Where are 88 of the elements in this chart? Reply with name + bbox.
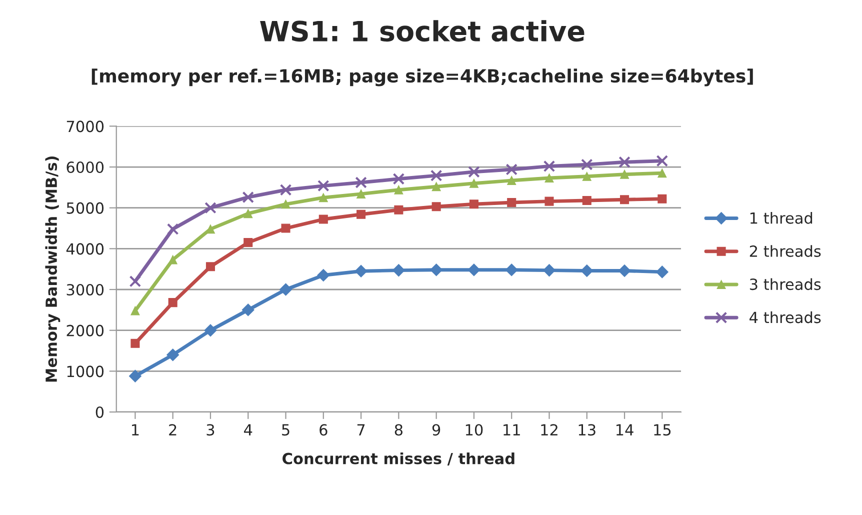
point (318, 193, 328, 202)
point (394, 185, 404, 194)
point (469, 178, 478, 188)
x-tick-label: 11 (504, 424, 520, 436)
point (430, 264, 443, 276)
x-tick-label: 9 (432, 424, 440, 436)
point (468, 166, 480, 178)
point (656, 266, 668, 278)
x-tick-label: 3 (206, 424, 214, 436)
x-axis-title: Concurrent misses / thread (282, 452, 514, 466)
point (280, 283, 292, 296)
chart-subtitle: [memory per ref.=16MB; page size=4KB;cacheline size=64bytes] (92, 68, 753, 86)
x-tick-label: 14 (616, 424, 634, 436)
point (544, 196, 554, 206)
point (166, 348, 180, 362)
point (543, 160, 556, 172)
point (168, 255, 178, 264)
x-tick-label: 13 (578, 424, 596, 436)
point (280, 184, 292, 196)
point (507, 198, 516, 208)
point (281, 200, 290, 209)
y-tick-label: 1000 (67, 366, 104, 378)
point (658, 194, 667, 204)
x-tick-label: 15 (654, 424, 671, 436)
point (356, 210, 366, 219)
x-tick-label: 2 (169, 424, 176, 436)
y-tick-label: 5000 (66, 202, 104, 214)
point (204, 202, 216, 214)
point (582, 172, 592, 181)
point (244, 238, 253, 248)
point (658, 168, 667, 178)
y-tick-label: 6000 (66, 161, 104, 174)
point (394, 205, 404, 214)
x-tick-label: 8 (394, 424, 402, 436)
y-tick-label: 4000 (66, 243, 104, 255)
x-tick-label: 12 (541, 424, 558, 436)
point (542, 264, 556, 277)
y-tick-label: 7000 (66, 120, 104, 132)
point (317, 268, 330, 282)
point (204, 324, 217, 337)
x-tick-label: 4 (244, 424, 252, 436)
point (244, 209, 253, 218)
x-tick-label: 7 (357, 424, 365, 436)
point (128, 370, 142, 382)
point (166, 223, 179, 235)
point (206, 262, 215, 272)
y-tick-label: 0 (96, 406, 104, 418)
point (656, 154, 668, 167)
point (544, 174, 554, 183)
point (130, 306, 140, 316)
y-tick-label: 3000 (66, 284, 104, 296)
point (506, 164, 518, 176)
point (469, 200, 478, 209)
x-tick-label: 10 (466, 424, 483, 436)
point (392, 172, 405, 185)
point (620, 170, 630, 179)
y-axis-title: Memory Bandwidth (MB/s) (45, 156, 60, 382)
point (317, 180, 330, 192)
y-tick-label: 2000 (66, 324, 104, 336)
point (356, 189, 366, 198)
legend-label: 2 threads (750, 245, 821, 257)
point (620, 195, 630, 204)
point (129, 275, 142, 288)
point (130, 338, 140, 348)
point (505, 264, 518, 276)
legend-label: 4 threads (750, 311, 821, 324)
chart-title: WS1: 1 socket active (260, 20, 584, 42)
point (582, 196, 592, 206)
point (355, 176, 367, 188)
x-tick-label: 1 (132, 424, 139, 436)
point (242, 191, 254, 204)
x-tick-label: 6 (320, 424, 328, 436)
point (430, 170, 442, 182)
point (168, 298, 178, 308)
point (242, 304, 254, 316)
x-tick-label: 5 (282, 424, 290, 436)
legend-label: 3 threads (750, 278, 821, 290)
point (432, 182, 441, 192)
point (580, 158, 593, 170)
point (432, 202, 441, 212)
point (507, 176, 516, 185)
point (354, 264, 368, 278)
point (318, 214, 328, 224)
point (618, 156, 630, 168)
legend-label: 1 thread (750, 212, 812, 224)
point (468, 264, 480, 276)
point (392, 264, 405, 277)
point (281, 224, 290, 233)
